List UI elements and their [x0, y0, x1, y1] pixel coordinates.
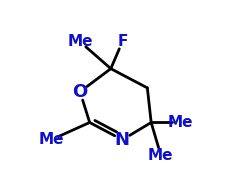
Text: N: N — [115, 131, 130, 149]
Text: Me: Me — [38, 132, 64, 147]
Text: F: F — [117, 34, 128, 49]
Text: O: O — [73, 83, 88, 101]
Text: Me: Me — [148, 148, 173, 163]
Text: Me: Me — [167, 115, 193, 130]
Text: Me: Me — [67, 34, 93, 49]
